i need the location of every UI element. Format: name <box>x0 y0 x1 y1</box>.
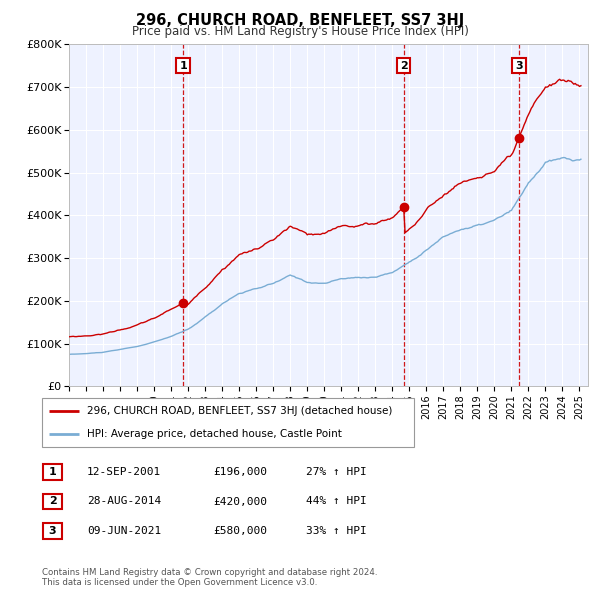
Text: 3: 3 <box>515 61 523 71</box>
Text: 296, CHURCH ROAD, BENFLEET, SS7 3HJ: 296, CHURCH ROAD, BENFLEET, SS7 3HJ <box>136 13 464 28</box>
Text: £420,000: £420,000 <box>213 497 267 506</box>
Text: 44% ↑ HPI: 44% ↑ HPI <box>306 497 367 506</box>
Text: Contains HM Land Registry data © Crown copyright and database right 2024.
This d: Contains HM Land Registry data © Crown c… <box>42 568 377 587</box>
Text: 1: 1 <box>49 467 56 477</box>
Text: 27% ↑ HPI: 27% ↑ HPI <box>306 467 367 477</box>
FancyBboxPatch shape <box>43 493 62 509</box>
Text: £580,000: £580,000 <box>213 526 267 536</box>
Text: 296, CHURCH ROAD, BENFLEET, SS7 3HJ (detached house): 296, CHURCH ROAD, BENFLEET, SS7 3HJ (det… <box>86 407 392 417</box>
Text: 12-SEP-2001: 12-SEP-2001 <box>87 467 161 477</box>
Text: 2: 2 <box>49 497 56 506</box>
Text: £196,000: £196,000 <box>213 467 267 477</box>
FancyBboxPatch shape <box>42 398 414 447</box>
Text: 1: 1 <box>179 61 187 71</box>
Text: 09-JUN-2021: 09-JUN-2021 <box>87 526 161 536</box>
Text: 33% ↑ HPI: 33% ↑ HPI <box>306 526 367 536</box>
Text: 28-AUG-2014: 28-AUG-2014 <box>87 497 161 506</box>
Text: Price paid vs. HM Land Registry's House Price Index (HPI): Price paid vs. HM Land Registry's House … <box>131 25 469 38</box>
Text: HPI: Average price, detached house, Castle Point: HPI: Average price, detached house, Cast… <box>86 428 341 438</box>
FancyBboxPatch shape <box>43 523 62 539</box>
Text: 2: 2 <box>400 61 407 71</box>
Text: 3: 3 <box>49 526 56 536</box>
FancyBboxPatch shape <box>43 464 62 480</box>
